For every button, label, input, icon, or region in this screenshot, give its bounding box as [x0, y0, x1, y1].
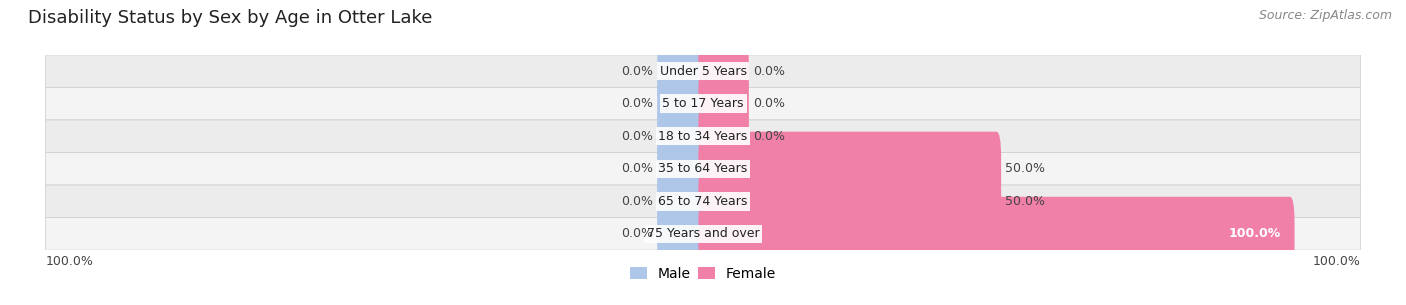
Text: 100.0%: 100.0% [1312, 255, 1360, 268]
Text: 5 to 17 Years: 5 to 17 Years [662, 97, 744, 110]
Text: 35 to 64 Years: 35 to 64 Years [658, 162, 748, 175]
FancyBboxPatch shape [699, 164, 1001, 239]
FancyBboxPatch shape [699, 132, 1001, 206]
Legend: Male, Female: Male, Female [624, 261, 782, 286]
FancyBboxPatch shape [699, 66, 749, 141]
Text: Disability Status by Sex by Age in Otter Lake: Disability Status by Sex by Age in Otter… [28, 9, 433, 27]
FancyBboxPatch shape [657, 66, 707, 141]
FancyBboxPatch shape [45, 217, 1361, 250]
Text: 100.0%: 100.0% [1229, 227, 1281, 240]
Text: 0.0%: 0.0% [621, 65, 654, 78]
FancyBboxPatch shape [657, 99, 707, 173]
Text: 0.0%: 0.0% [621, 195, 654, 208]
FancyBboxPatch shape [699, 99, 749, 173]
FancyBboxPatch shape [699, 197, 1295, 271]
FancyBboxPatch shape [45, 55, 1361, 88]
Text: 0.0%: 0.0% [752, 97, 785, 110]
Text: 18 to 34 Years: 18 to 34 Years [658, 130, 748, 143]
FancyBboxPatch shape [657, 34, 707, 108]
Text: 50.0%: 50.0% [1005, 195, 1045, 208]
Text: 0.0%: 0.0% [621, 227, 654, 240]
Text: 50.0%: 50.0% [1005, 162, 1045, 175]
Text: 0.0%: 0.0% [621, 162, 654, 175]
Text: 0.0%: 0.0% [752, 130, 785, 143]
Text: Under 5 Years: Under 5 Years [659, 65, 747, 78]
FancyBboxPatch shape [45, 88, 1361, 120]
Text: 0.0%: 0.0% [621, 97, 654, 110]
FancyBboxPatch shape [657, 164, 707, 239]
FancyBboxPatch shape [45, 185, 1361, 217]
FancyBboxPatch shape [45, 120, 1361, 152]
FancyBboxPatch shape [657, 197, 707, 271]
FancyBboxPatch shape [657, 132, 707, 206]
Text: Source: ZipAtlas.com: Source: ZipAtlas.com [1258, 9, 1392, 22]
FancyBboxPatch shape [45, 152, 1361, 185]
Text: 0.0%: 0.0% [621, 130, 654, 143]
Text: 0.0%: 0.0% [752, 65, 785, 78]
Text: 100.0%: 100.0% [46, 255, 94, 268]
Text: 75 Years and over: 75 Years and over [647, 227, 759, 240]
FancyBboxPatch shape [699, 34, 749, 108]
Text: 65 to 74 Years: 65 to 74 Years [658, 195, 748, 208]
